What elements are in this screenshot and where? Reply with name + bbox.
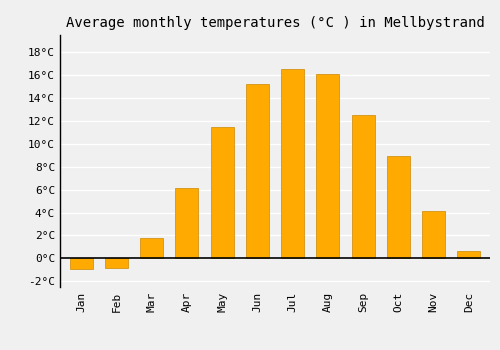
Bar xyxy=(458,252,480,258)
Bar xyxy=(246,84,269,258)
Bar xyxy=(352,115,374,258)
Bar xyxy=(210,127,234,258)
Bar xyxy=(105,258,128,267)
Bar xyxy=(70,258,92,269)
Bar xyxy=(316,74,340,258)
Bar xyxy=(387,156,410,258)
Bar xyxy=(140,238,163,258)
Bar xyxy=(281,69,304,258)
Bar xyxy=(422,211,445,258)
Title: Average monthly temperatures (°C ) in Mellbystrand: Average monthly temperatures (°C ) in Me… xyxy=(66,16,484,30)
Bar xyxy=(176,189,199,258)
